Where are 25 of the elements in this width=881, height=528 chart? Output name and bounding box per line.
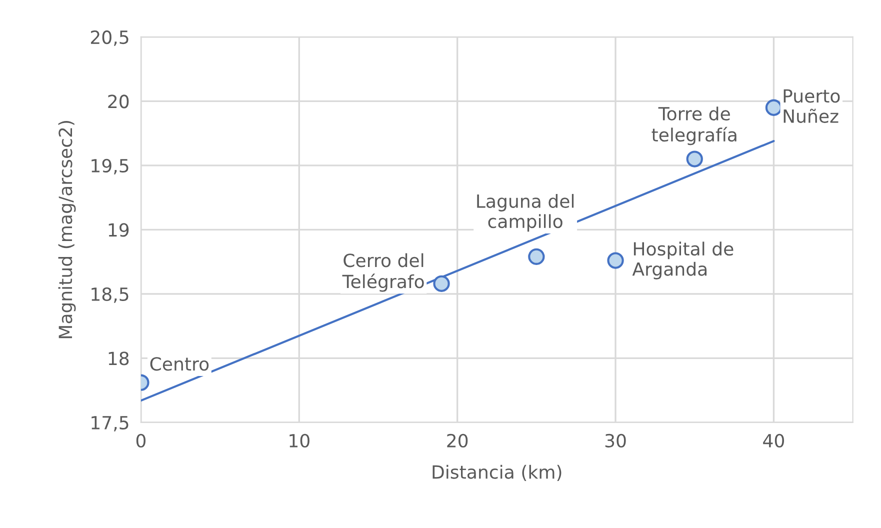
point — [765, 99, 782, 116]
annotation: Torre de telegrafía — [652, 106, 736, 146]
y-tick-label: 18,5 — [92, 287, 128, 303]
point — [607, 252, 624, 269]
x-tick-label: 0 — [136, 434, 146, 448]
annotation: Cerro del Telégrafo — [342, 253, 424, 292]
point — [686, 150, 703, 168]
y-tick-label: 17,5 — [92, 416, 128, 432]
y-tick-label: 19,5 — [92, 158, 128, 174]
x-tick-label: 40 — [763, 434, 784, 448]
annotation: Centro — [150, 357, 209, 371]
y-tick-label: 18 — [108, 352, 129, 366]
x-tick-label: 10 — [290, 434, 310, 448]
y-tick-label: 20,5 — [90, 30, 128, 46]
point — [528, 248, 545, 265]
annotation: Puerto Nuñez — [784, 89, 840, 123]
x-tick-label: 30 — [605, 434, 626, 448]
x-tick-label: 20 — [447, 434, 468, 448]
point — [433, 275, 450, 292]
y-axis-title: Magnitud (mag/arcsec2) — [58, 120, 76, 338]
x-axis-title: Distancia (km) — [432, 464, 562, 481]
annotation: Hospital de Arganda — [632, 242, 734, 280]
y-tick-label: 20 — [108, 94, 129, 108]
annotation: Laguna del campillo — [477, 194, 574, 232]
y-tick-label: 19 — [108, 223, 129, 237]
